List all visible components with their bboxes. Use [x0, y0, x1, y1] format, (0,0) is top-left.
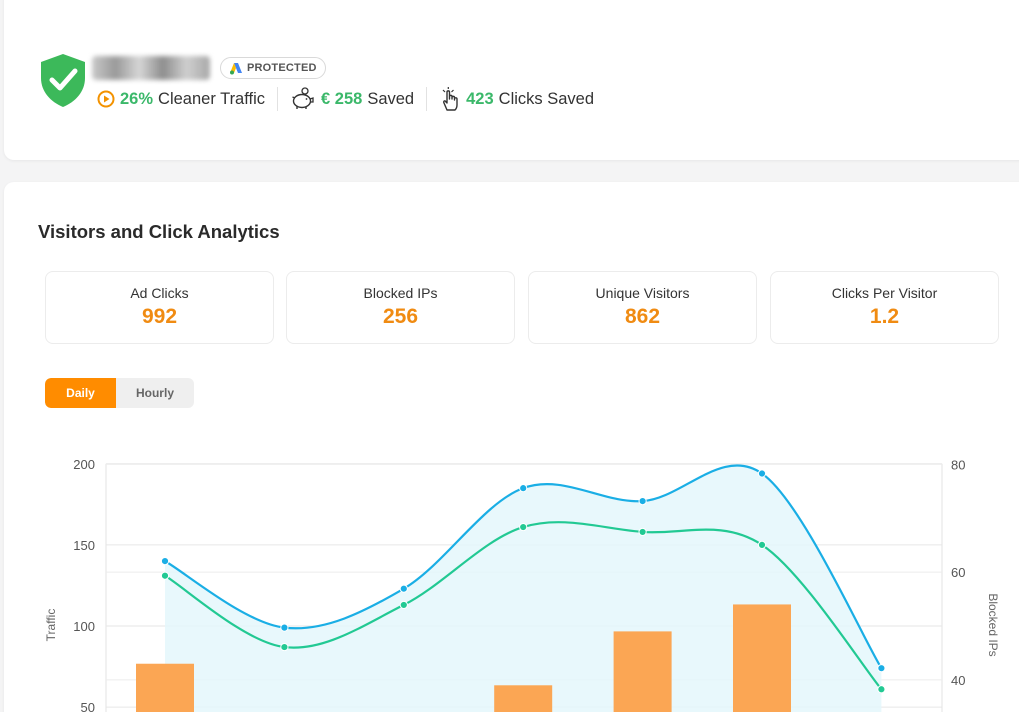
google-ads-icon: [230, 63, 242, 75]
bar: [494, 685, 553, 712]
section-title: Visitors and Click Analytics: [38, 221, 280, 242]
data-point: [877, 664, 886, 673]
data-point: [519, 484, 528, 493]
kpi-unique-visitors: Unique Visitors 862: [528, 271, 757, 344]
data-point: [280, 642, 289, 652]
kpi-label: Blocked IPs: [363, 285, 438, 301]
stat-cleaner-traffic: 26% Cleaner Traffic: [97, 90, 265, 109]
data-point: [877, 685, 886, 694]
y2-tick-label: 40: [951, 673, 965, 688]
kpi-value: 256: [382, 305, 419, 328]
stat-value: 26%: [120, 89, 154, 108]
divider: [277, 87, 279, 111]
stat-saved: € 258 Saved: [290, 86, 414, 112]
kpi-label: Unique Visitors: [595, 285, 690, 301]
y2-axis-title: Blocked IPs: [986, 593, 1000, 656]
y2-tick-label: 60: [951, 565, 965, 580]
data-point: [399, 600, 408, 610]
divider: [426, 87, 428, 111]
site-name-blurred: [92, 56, 210, 80]
bar: [613, 631, 672, 712]
y2-tick-label: 80: [951, 457, 965, 472]
bar: [136, 663, 194, 712]
stat-value: € 258: [321, 89, 363, 108]
stat-value: 423: [466, 89, 494, 108]
y-axis-title: Traffic: [44, 609, 58, 642]
traffic-area: [165, 465, 882, 712]
kpi-ad-clicks: Ad Clicks 992: [45, 271, 274, 344]
kpi-blocked-ips: Blocked IPs 256: [286, 271, 515, 344]
data-point: [160, 557, 170, 566]
protection-stats: 26% Cleaner Traffic € 258 Saved 423 Clic…: [97, 86, 594, 112]
data-point: [757, 469, 767, 478]
piggy-bank-icon: [292, 87, 314, 109]
period-toggle: Daily Hourly: [45, 378, 194, 408]
status-badge-label: PROTECTED: [247, 62, 317, 74]
data-point: [757, 540, 767, 550]
pointer-hand-icon: [442, 87, 458, 111]
play-circle-icon: [97, 90, 115, 108]
stat-label: Saved: [367, 89, 415, 108]
kpi-clicks-per-visitor: Clicks Per Visitor 1.2: [770, 271, 999, 344]
traffic-chart: 50100150200406080100120TrafficBlocked IP…: [44, 457, 1000, 712]
data-point: [519, 522, 528, 532]
kpi-value: 1.2: [869, 305, 900, 328]
kpi-label: Ad Clicks: [130, 285, 189, 301]
data-point: [638, 497, 647, 506]
data-point: [280, 623, 289, 632]
toggle-hourly-button[interactable]: Hourly: [135, 386, 174, 400]
kpi-label: Clicks Per Visitor: [831, 285, 938, 301]
site-summary-card: [4, 0, 1019, 160]
y-tick-label: 200: [73, 457, 95, 472]
stat-clicks-saved: 423 Clicks Saved: [439, 86, 594, 112]
data-point: [160, 571, 170, 580]
data-point: [638, 527, 647, 537]
stat-label: Cleaner Traffic: [158, 89, 266, 108]
data-point: [399, 584, 408, 593]
bar: [733, 604, 791, 712]
kpi-value: 862: [624, 305, 661, 328]
y-tick-label: 100: [73, 619, 95, 634]
stat-label: Clicks Saved: [498, 89, 595, 108]
toggle-daily-button[interactable]: Daily: [45, 378, 116, 408]
y-tick-label: 150: [73, 538, 95, 553]
status-badge: PROTECTED: [220, 57, 326, 79]
shield-check-icon: [41, 54, 85, 107]
y-tick-label: 50: [81, 700, 95, 712]
kpi-value: 992: [141, 305, 178, 328]
